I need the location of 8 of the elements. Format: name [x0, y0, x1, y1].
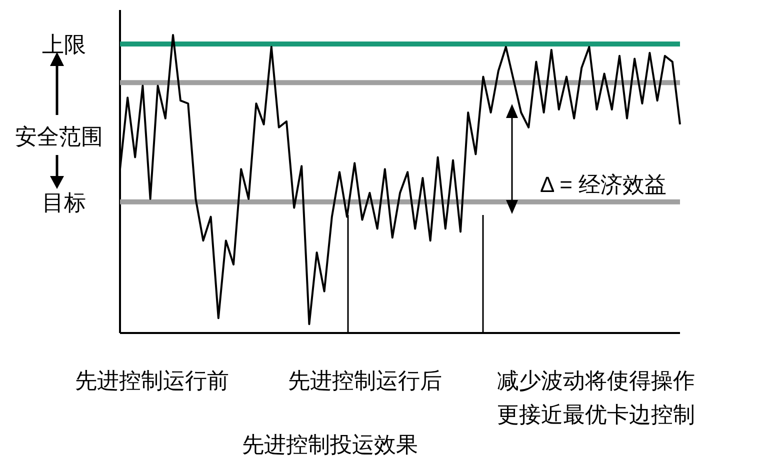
text: 先进控制运行后 [288, 368, 442, 393]
annotation: Δ = 经济效益 [540, 172, 667, 197]
text: 安全范围 [15, 124, 103, 149]
text: 减少波动将使得操作更接近最优卡边控制 [497, 368, 695, 427]
ref-line-label: 上限 [42, 32, 86, 57]
text: 先进控制运行前 [75, 368, 229, 393]
ref-line-label: 目标 [42, 190, 86, 215]
text: 先进控制投运效果 [242, 432, 418, 457]
